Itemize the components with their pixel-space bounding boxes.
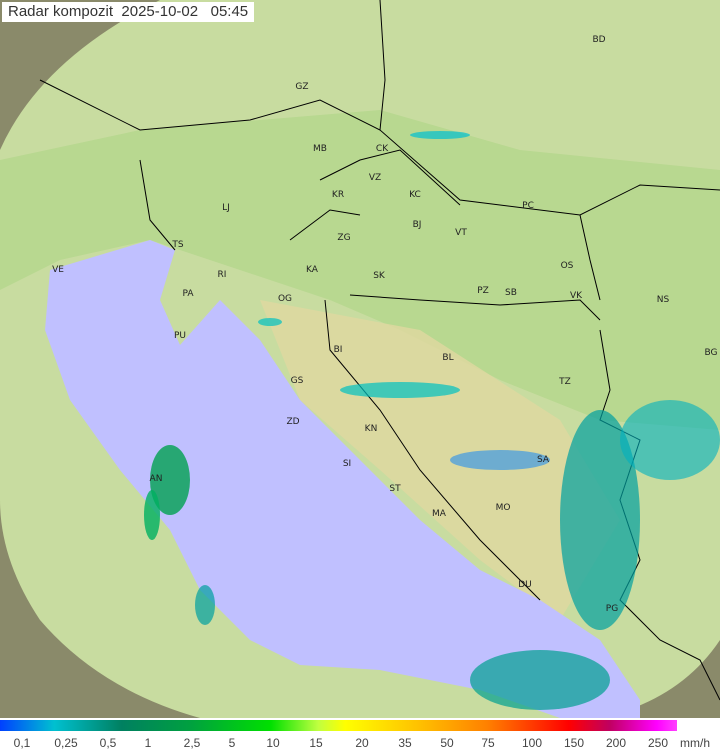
city-label: TS (172, 240, 184, 250)
legend-tick: 75 (481, 736, 495, 750)
legend-tick: 5 (228, 736, 236, 750)
city-label: KC (409, 190, 421, 200)
city-label: PU (173, 331, 187, 341)
city-label: OG (277, 294, 293, 304)
city-label: KA (306, 265, 318, 275)
city-label: BI (333, 345, 343, 355)
legend-tick: 0,1 (13, 736, 31, 750)
legend-tick: 2,5 (183, 736, 201, 750)
city-label: KN (364, 424, 378, 434)
land-north (0, 110, 720, 430)
legend-tick: 1 (144, 736, 152, 750)
city-label: AN (149, 474, 163, 484)
borders (39, 0, 720, 701)
city-label: SB (505, 288, 517, 298)
legend-tick: 150 (563, 736, 585, 750)
precipitation-echoes (144, 131, 720, 710)
legend-tick: 35 (398, 736, 412, 750)
legend-unit: mm/h (680, 736, 710, 750)
city-label: MB (313, 144, 327, 154)
city-label: SI (342, 459, 352, 469)
city-label: PZ (477, 286, 489, 296)
city-label: BG (704, 348, 718, 358)
city-label: BJ (412, 220, 422, 230)
city-label: OS (560, 261, 574, 271)
city-label: TZ (559, 377, 571, 387)
city-label: ZD (286, 417, 300, 427)
legend-tick: 0,25 (54, 736, 78, 750)
city-label: MO (495, 503, 511, 513)
legend-tick: 200 (605, 736, 627, 750)
city-label: DU (518, 580, 532, 590)
legend-tick: 15 (309, 736, 323, 750)
city-label: VE (52, 265, 64, 275)
city-label: BD (592, 35, 606, 45)
city-label: GZ (295, 82, 309, 92)
legend-tick: 100 (521, 736, 543, 750)
city-label: VK (569, 291, 583, 301)
legend-tick: 0,5 (99, 736, 117, 750)
city-label: MA (432, 509, 446, 519)
city-label: GS (290, 376, 304, 386)
radar-map (0, 0, 720, 718)
legend-tick: 250 (647, 736, 669, 750)
city-label: VZ (368, 173, 382, 183)
city-label: RI (217, 270, 227, 280)
city-label: SA (536, 455, 550, 465)
city-label: KR (331, 190, 345, 200)
mountains (260, 300, 620, 620)
legend-tick: 20 (355, 736, 369, 750)
city-label: PA (182, 289, 194, 299)
map-title: Radar kompozit 2025-10-02 05:45 (2, 2, 255, 22)
city-label: ZG (337, 233, 351, 243)
city-label: PC (522, 201, 534, 211)
city-label: BL (442, 353, 454, 363)
city-label: CK (375, 144, 389, 154)
legend-tick: 10 (266, 736, 280, 750)
adriatic-sea (45, 240, 640, 718)
city-label: NS (656, 295, 670, 305)
legend-tick: 50 (440, 736, 454, 750)
city-label: ST (389, 484, 401, 494)
precipitation-color-scale (0, 720, 677, 731)
city-label: LJ (222, 203, 230, 213)
city-label: PG (605, 604, 619, 614)
city-label: VT (455, 228, 467, 238)
city-label: SK (373, 271, 385, 281)
